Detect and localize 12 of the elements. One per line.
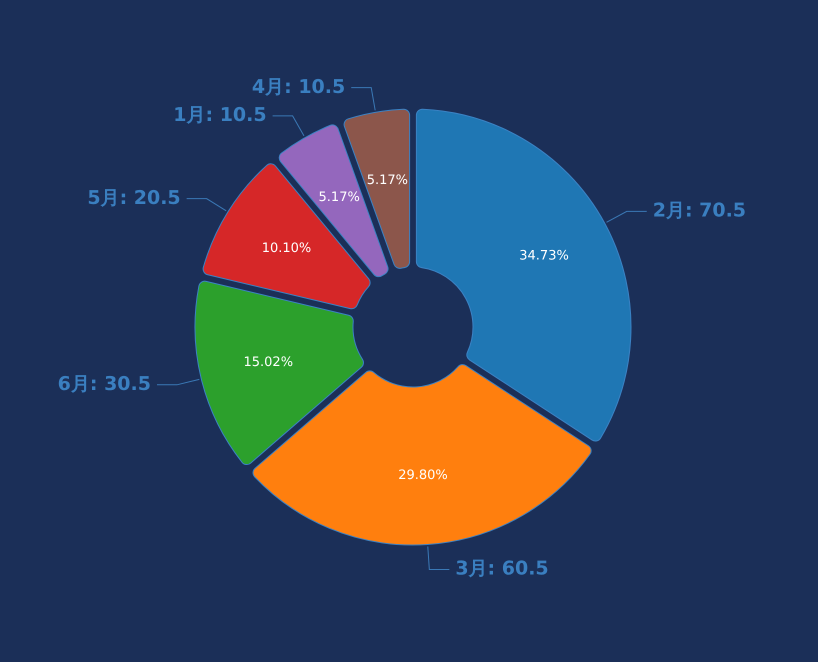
- data-label: 34.73%: [519, 248, 569, 264]
- data-label: 5.17%: [318, 190, 360, 206]
- slice-label: 6月: 30.5: [58, 373, 151, 396]
- data-label: 15.02%: [243, 354, 294, 370]
- data-label: 29.80%: [398, 468, 448, 484]
- slice-label: 3月: 60.5: [455, 558, 549, 580]
- slice-label: 4月: 10.5: [252, 76, 346, 98]
- slice-label: 5月: 20.5: [87, 186, 181, 209]
- data-label: 5.17%: [366, 172, 408, 188]
- data-label: 10.10%: [262, 240, 312, 256]
- slice-label: 2月: 70.5: [652, 200, 746, 222]
- slice-label: 1月: 10.5: [173, 104, 267, 126]
